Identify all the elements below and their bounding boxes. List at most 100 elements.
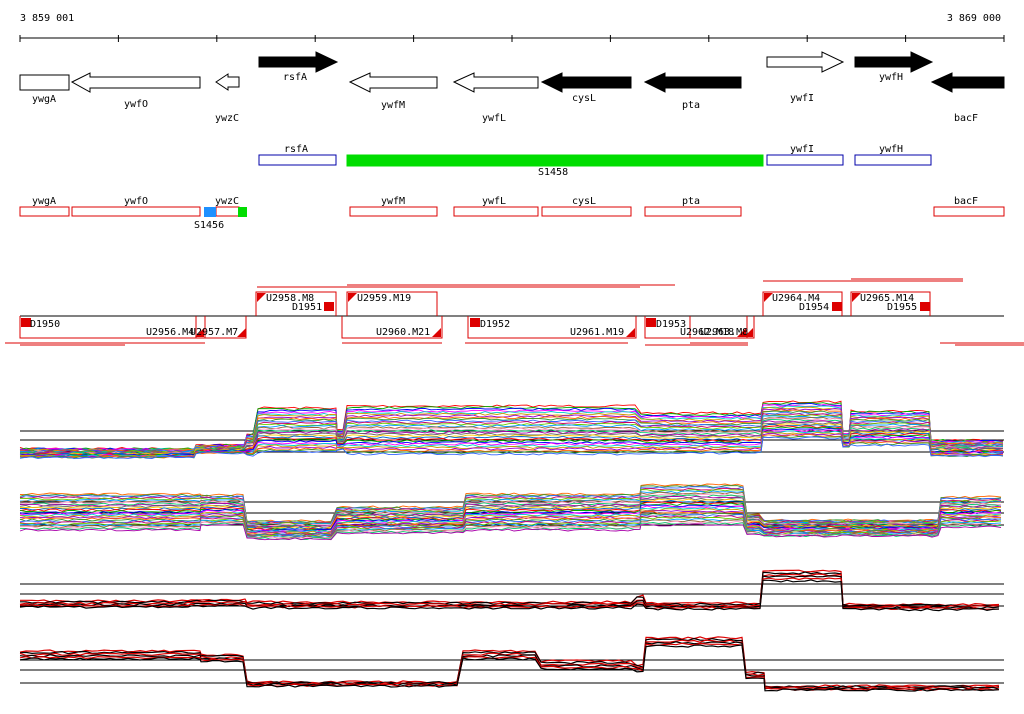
gene-track: ywgA ywfO ywzC rsfA ywfM ywfL cysL pta bbox=[19, 51, 1005, 124]
feature-label: ywgA bbox=[32, 196, 56, 207]
segment-label[interactable]: D1953 bbox=[656, 319, 686, 330]
summary-curve bbox=[19, 641, 1000, 691]
feature-S1456-green[interactable] bbox=[238, 207, 247, 217]
summary-curve bbox=[20, 569, 1000, 607]
expression-curve bbox=[19, 501, 1002, 531]
gene-label: ywfO bbox=[124, 99, 148, 110]
summary-curve bbox=[19, 639, 1000, 690]
segment-label[interactable]: U2958.M8 bbox=[266, 293, 314, 304]
feature-label: ywfI bbox=[790, 144, 814, 155]
feature-label: S1456 bbox=[194, 220, 224, 231]
summary-curve bbox=[19, 637, 1000, 689]
feature-label: ywfL bbox=[482, 196, 506, 207]
summary-curve bbox=[19, 636, 1000, 688]
feature-pta[interactable] bbox=[644, 206, 742, 217]
segment-label[interactable]: D1954 bbox=[799, 302, 829, 313]
feature-S1456-blue[interactable] bbox=[204, 207, 216, 217]
feature-label: bacF bbox=[954, 196, 978, 207]
expression-panel-reverse-summary bbox=[19, 636, 1004, 692]
summary-curve bbox=[19, 579, 1000, 612]
feature-label: ywfO bbox=[124, 196, 148, 207]
summary-curve bbox=[19, 644, 1000, 692]
segment-label[interactable]: U2961.M19 bbox=[570, 327, 624, 338]
ruler bbox=[19, 35, 1005, 42]
segment-label[interactable]: U2965.M14 bbox=[860, 293, 914, 304]
gene-ywgA[interactable]: ywgA bbox=[19, 74, 70, 105]
feature-label: pta bbox=[682, 196, 700, 207]
feature-rsfA[interactable] bbox=[258, 154, 337, 166]
gene-ywzC[interactable]: ywzC bbox=[215, 73, 240, 124]
segment-label[interactable]: U2964.M4 bbox=[772, 293, 820, 304]
expression-curve bbox=[19, 490, 1002, 526]
gene-rsfA[interactable]: rsfA bbox=[258, 51, 339, 83]
coord-start: 3 859 001 bbox=[20, 13, 75, 24]
gene-label: cysL bbox=[572, 93, 596, 104]
expression-curve bbox=[19, 489, 1002, 525]
feature-label: S1458 bbox=[538, 167, 568, 178]
upper-transcript-lines bbox=[257, 278, 963, 288]
feature-cysL[interactable] bbox=[541, 206, 632, 217]
feature-ywzC[interactable] bbox=[215, 206, 240, 217]
expression-curve bbox=[19, 522, 1002, 540]
feature-label: ywzC bbox=[215, 196, 239, 207]
expression-curve bbox=[19, 436, 1004, 460]
gene-label: rsfA bbox=[283, 72, 307, 83]
feature-ywfM[interactable] bbox=[349, 206, 438, 217]
gene-label: ywzC bbox=[215, 113, 239, 124]
gene-label: ywfI bbox=[790, 93, 814, 104]
segment-label[interactable]: U2960.M21 bbox=[376, 327, 430, 338]
gene-label: bacF bbox=[954, 113, 978, 124]
segment-label[interactable]: U2962.M18 bbox=[680, 327, 734, 338]
feature-label: ywfH bbox=[879, 144, 903, 155]
lower-transcript-lines bbox=[5, 342, 1024, 346]
feature-ywfO[interactable] bbox=[71, 206, 201, 217]
feature-S1458[interactable] bbox=[346, 154, 764, 167]
summary-curve bbox=[19, 575, 1000, 610]
segment-track: U2958.M8 D1951 U2959.M19 U2964.M4 D1954 … bbox=[5, 278, 1024, 346]
expression-curve bbox=[19, 504, 1002, 532]
gene-ywfI[interactable]: ywfI bbox=[766, 51, 845, 104]
feature-ywfL[interactable] bbox=[453, 206, 539, 217]
lower-segment-boxes bbox=[19, 316, 755, 339]
segment-label[interactable]: U2957.M7 bbox=[190, 327, 238, 338]
gene-ywfH[interactable]: ywfH bbox=[854, 51, 934, 83]
expression-curve bbox=[19, 523, 1002, 541]
expression-curve bbox=[19, 508, 1002, 534]
gene-cysL[interactable]: cysL bbox=[540, 72, 632, 104]
segment-label[interactable]: D1952 bbox=[480, 319, 510, 330]
gene-label: ywgA bbox=[32, 94, 56, 105]
segment-label[interactable]: U2956.M4 bbox=[146, 327, 194, 338]
expression-panel-forward bbox=[19, 400, 1004, 460]
gene-pta[interactable]: pta bbox=[643, 72, 742, 111]
segment-label[interactable]: U2963.M8 bbox=[700, 327, 748, 338]
gene-ywfO[interactable]: ywfO bbox=[70, 72, 201, 110]
gene-bacF[interactable]: bacF bbox=[930, 72, 1005, 124]
gene-ywfL[interactable]: ywfL bbox=[452, 72, 539, 124]
expression-curve bbox=[19, 516, 1002, 538]
feature-label: rsfA bbox=[284, 144, 308, 155]
gene-ywfM[interactable]: ywfM bbox=[348, 72, 438, 111]
feature-ywgA[interactable] bbox=[19, 206, 70, 217]
expression-panel-reverse bbox=[19, 483, 1004, 541]
segment-label[interactable]: U2959.M19 bbox=[357, 293, 411, 304]
segment-label[interactable]: D1951 bbox=[292, 302, 322, 313]
expression-curve bbox=[19, 483, 1002, 523]
segment-label[interactable]: D1955 bbox=[887, 302, 917, 313]
expression-panel-forward-summary bbox=[19, 569, 1004, 612]
expression-curve bbox=[19, 415, 1004, 454]
summary-curve bbox=[19, 573, 1000, 609]
gene-label: ywfH bbox=[879, 72, 903, 83]
feature-ywfI[interactable] bbox=[766, 154, 844, 166]
coord-end: 3 869 000 bbox=[946, 13, 1001, 24]
expression-curve bbox=[19, 495, 1002, 529]
feature-ywfH[interactable] bbox=[854, 154, 932, 166]
feature-bacF[interactable] bbox=[933, 206, 1005, 217]
gene-label: ywfL bbox=[482, 113, 506, 124]
gene-label: pta bbox=[682, 100, 700, 111]
segment-label[interactable]: D1950 bbox=[30, 319, 60, 330]
expression-curve bbox=[19, 514, 1002, 537]
expression-curve bbox=[19, 485, 1002, 524]
gene-label: ywfM bbox=[381, 100, 405, 111]
expression-curve bbox=[19, 519, 1002, 539]
